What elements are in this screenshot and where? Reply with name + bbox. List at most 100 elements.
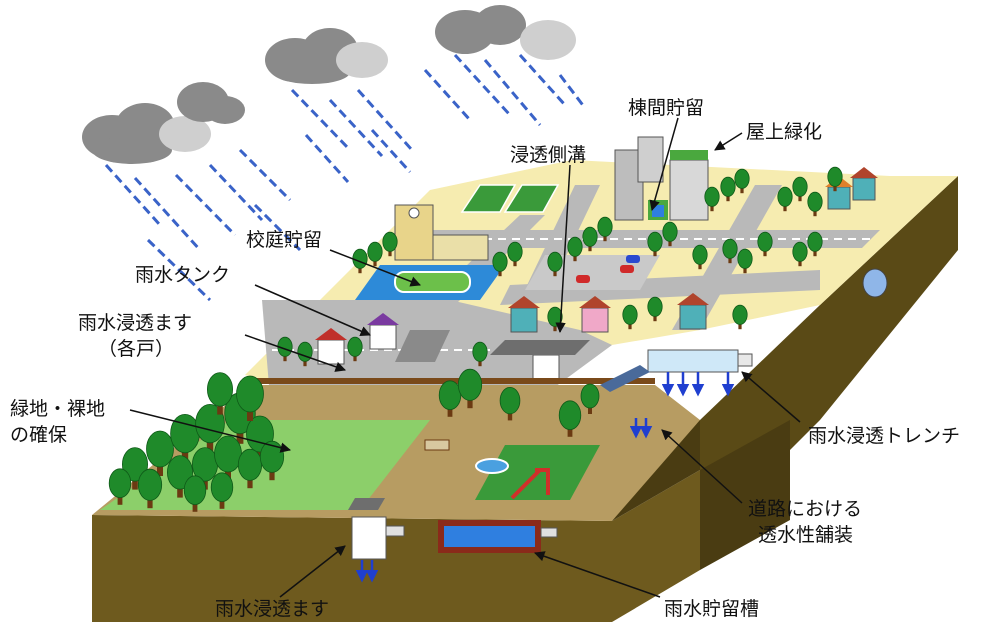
tree-icon bbox=[507, 241, 523, 267]
soil-front-face-right bbox=[612, 470, 700, 622]
label-home-basin-line1: 雨水浸透ます bbox=[78, 312, 193, 334]
tree-icon bbox=[757, 231, 773, 257]
tree-icon bbox=[720, 176, 736, 202]
tree-icon bbox=[122, 447, 149, 490]
park-grating bbox=[348, 498, 385, 510]
houses bbox=[315, 167, 878, 380]
leader-pavement bbox=[661, 429, 743, 504]
tree-icon bbox=[722, 238, 738, 264]
label-pavement-line1: 道路における bbox=[748, 498, 863, 520]
tree-icon bbox=[732, 304, 748, 330]
leader-trench bbox=[741, 371, 801, 423]
leader-gutter bbox=[555, 164, 571, 334]
label-rain-tank: 雨水タンク bbox=[135, 264, 231, 286]
tree-icon bbox=[807, 231, 823, 257]
cloud-icon bbox=[177, 82, 245, 124]
tree-icon bbox=[792, 176, 808, 202]
tree-icon bbox=[492, 251, 508, 277]
infiltration-trench bbox=[600, 349, 753, 392]
leader-rain-tank bbox=[254, 284, 371, 337]
leader-schoolyard bbox=[329, 249, 421, 287]
tree-icon bbox=[146, 430, 174, 476]
tree-icon bbox=[777, 186, 793, 212]
car-icon bbox=[620, 265, 634, 273]
label-trench: 雨水浸透トレンチ bbox=[808, 425, 961, 447]
tree-icon bbox=[206, 372, 233, 415]
rain-streaks bbox=[104, 53, 587, 302]
car-icon bbox=[576, 275, 590, 283]
schoolyard-track bbox=[394, 271, 471, 293]
tree-icon bbox=[622, 304, 638, 330]
tree-icon bbox=[347, 336, 363, 362]
leader-home-basin bbox=[244, 334, 346, 372]
cloud-icon bbox=[435, 5, 576, 60]
infiltration-arrows bbox=[355, 372, 735, 583]
bench-icon bbox=[424, 439, 450, 451]
tree-icon bbox=[662, 221, 678, 247]
tree-icon bbox=[547, 251, 563, 277]
tree-icon bbox=[558, 400, 582, 437]
tree-icon bbox=[183, 475, 207, 512]
tree-icon bbox=[692, 244, 708, 270]
tree-icon bbox=[737, 248, 753, 274]
tree-icon bbox=[807, 191, 823, 217]
car-icon bbox=[626, 255, 640, 263]
drain-pipe-icon bbox=[862, 268, 888, 298]
label-storage-tank: 雨水貯留槽 bbox=[664, 598, 760, 620]
tree-icon bbox=[137, 468, 163, 509]
tree-icon bbox=[582, 226, 598, 252]
tree-icon bbox=[580, 383, 600, 414]
tree-icon bbox=[647, 296, 663, 322]
leader-rooftop-green bbox=[714, 132, 743, 151]
tree-icon bbox=[792, 241, 808, 267]
tree-icon bbox=[547, 306, 563, 332]
grating bbox=[490, 340, 590, 355]
tree-icon bbox=[472, 341, 488, 367]
tree-icon bbox=[597, 216, 613, 242]
underground-basin bbox=[351, 516, 387, 560]
storage-pipe bbox=[540, 527, 558, 538]
tree-icon bbox=[457, 368, 483, 409]
school-building bbox=[394, 204, 489, 261]
label-schoolyard-storage: 校庭貯留 bbox=[246, 229, 323, 251]
tennis-court bbox=[460, 184, 517, 213]
tree-icon bbox=[166, 455, 193, 498]
tennis-court bbox=[503, 184, 560, 213]
cloud-icon bbox=[82, 103, 211, 164]
fountain-icon bbox=[475, 458, 509, 474]
label-infiltration-gutter: 浸透側溝 bbox=[510, 144, 587, 166]
leader-basin bbox=[279, 545, 346, 598]
trees bbox=[108, 166, 843, 512]
label-home-basin-line2: （各戸） bbox=[98, 338, 175, 360]
slide-icon bbox=[510, 468, 550, 500]
basin-pipe bbox=[385, 525, 405, 537]
tree-icon bbox=[210, 472, 234, 509]
tree-icon bbox=[704, 186, 720, 212]
label-bldg-storage: 棟間貯留 bbox=[628, 97, 705, 119]
leader-storage bbox=[534, 551, 661, 598]
label-rooftop-green: 屋上緑化 bbox=[746, 121, 823, 143]
tree-icon bbox=[236, 375, 264, 421]
tree-icon bbox=[367, 241, 383, 267]
tree-icon bbox=[259, 440, 285, 481]
soil-corner bbox=[700, 420, 790, 570]
tree-icon bbox=[499, 386, 521, 421]
leader-green bbox=[129, 409, 292, 453]
clouds bbox=[82, 5, 576, 164]
label-green-line1: 緑地・裸地 bbox=[10, 398, 106, 420]
lower-right-road bbox=[500, 270, 820, 305]
label-pavement-line2: 透水性舗装 bbox=[758, 524, 854, 546]
grating bbox=[395, 330, 450, 362]
tree-icon bbox=[382, 231, 398, 257]
tree-icon bbox=[647, 231, 663, 257]
tree-icon bbox=[567, 236, 583, 262]
tree-icon bbox=[108, 468, 132, 505]
soil-right-face bbox=[820, 176, 958, 420]
storage-tank-water bbox=[444, 526, 535, 547]
label-green-line2: の確保 bbox=[10, 424, 68, 446]
leader-lines bbox=[129, 117, 801, 598]
tree-icon bbox=[734, 168, 750, 194]
leader-bldg-storage bbox=[649, 117, 679, 212]
